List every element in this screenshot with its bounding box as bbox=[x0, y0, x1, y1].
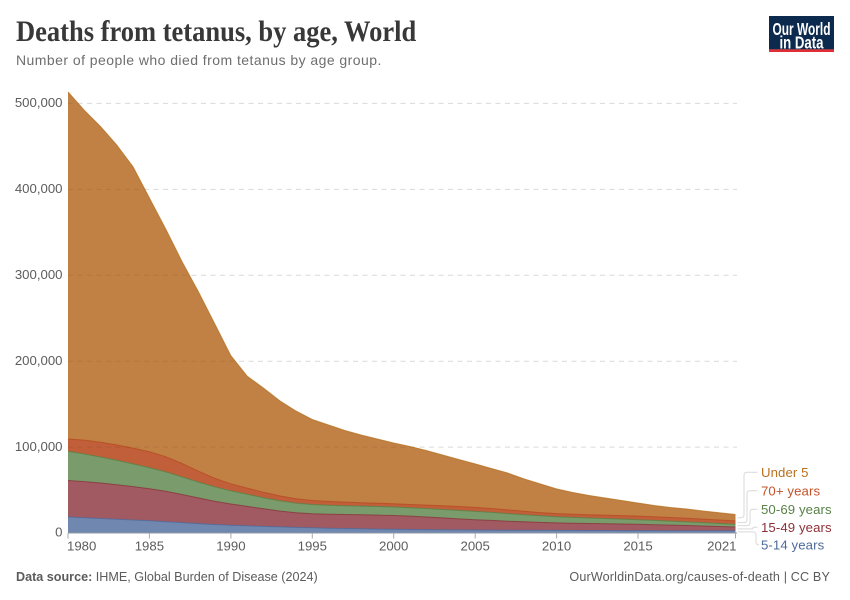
svg-text:0: 0 bbox=[55, 525, 62, 540]
svg-text:Our World: Our World bbox=[773, 19, 831, 39]
svg-text:2010: 2010 bbox=[542, 539, 571, 554]
svg-text:1990: 1990 bbox=[216, 539, 245, 554]
svg-text:1980: 1980 bbox=[67, 539, 96, 554]
svg-text:2005: 2005 bbox=[461, 539, 490, 554]
svg-text:100,000: 100,000 bbox=[15, 439, 63, 454]
svg-text:2015: 2015 bbox=[623, 539, 652, 554]
svg-text:50-69 years: 50-69 years bbox=[761, 502, 832, 517]
svg-text:200,000: 200,000 bbox=[15, 353, 63, 368]
svg-text:5-14 years: 5-14 years bbox=[761, 537, 825, 552]
svg-text:15-49 years: 15-49 years bbox=[761, 520, 832, 535]
svg-text:300,000: 300,000 bbox=[15, 267, 63, 282]
svg-text:500,000: 500,000 bbox=[15, 95, 63, 110]
svg-text:2000: 2000 bbox=[379, 539, 408, 554]
svg-text:1995: 1995 bbox=[298, 539, 327, 554]
svg-text:400,000: 400,000 bbox=[15, 181, 63, 196]
svg-text:in Data: in Data bbox=[780, 32, 824, 52]
svg-text:2021: 2021 bbox=[707, 539, 736, 554]
svg-text:70+ years: 70+ years bbox=[761, 483, 820, 498]
svg-text:Under 5: Under 5 bbox=[761, 465, 809, 480]
svg-text:1985: 1985 bbox=[135, 539, 164, 554]
